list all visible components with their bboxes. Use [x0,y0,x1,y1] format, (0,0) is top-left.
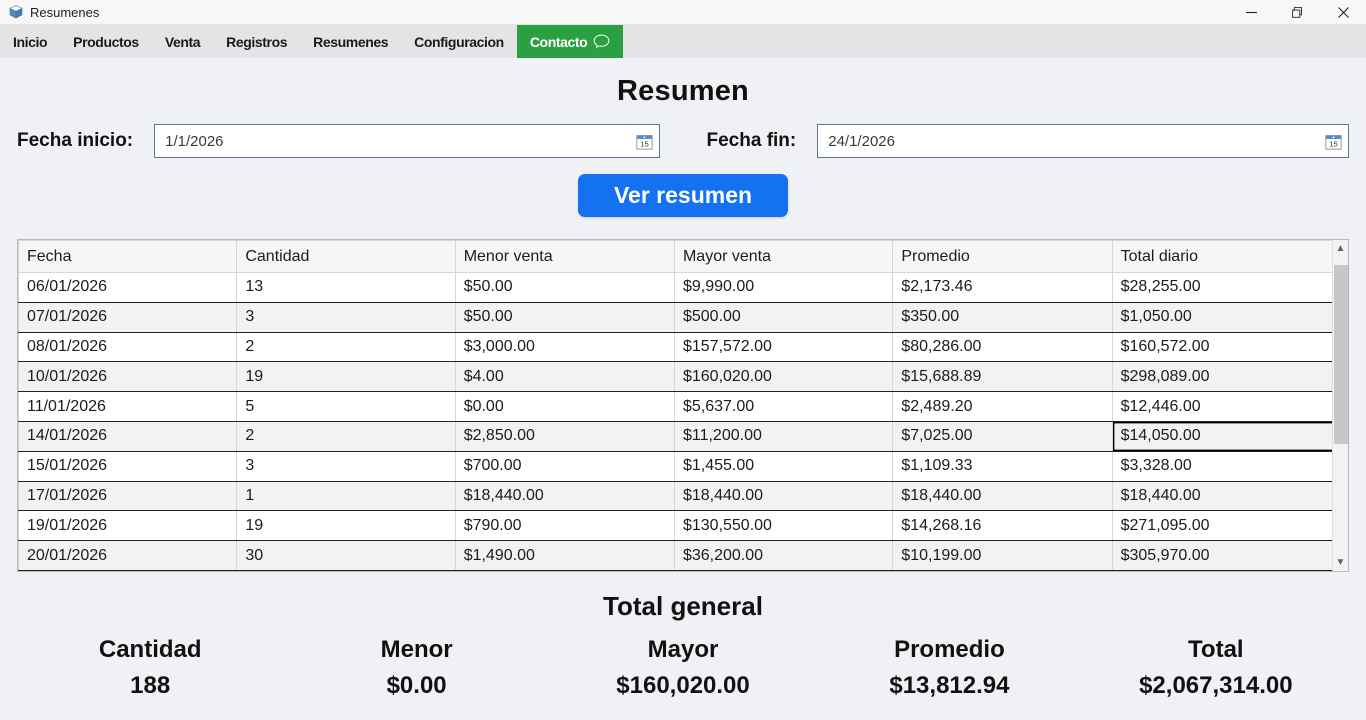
svg-text:15: 15 [640,139,649,148]
svg-text:15: 15 [1329,139,1338,148]
